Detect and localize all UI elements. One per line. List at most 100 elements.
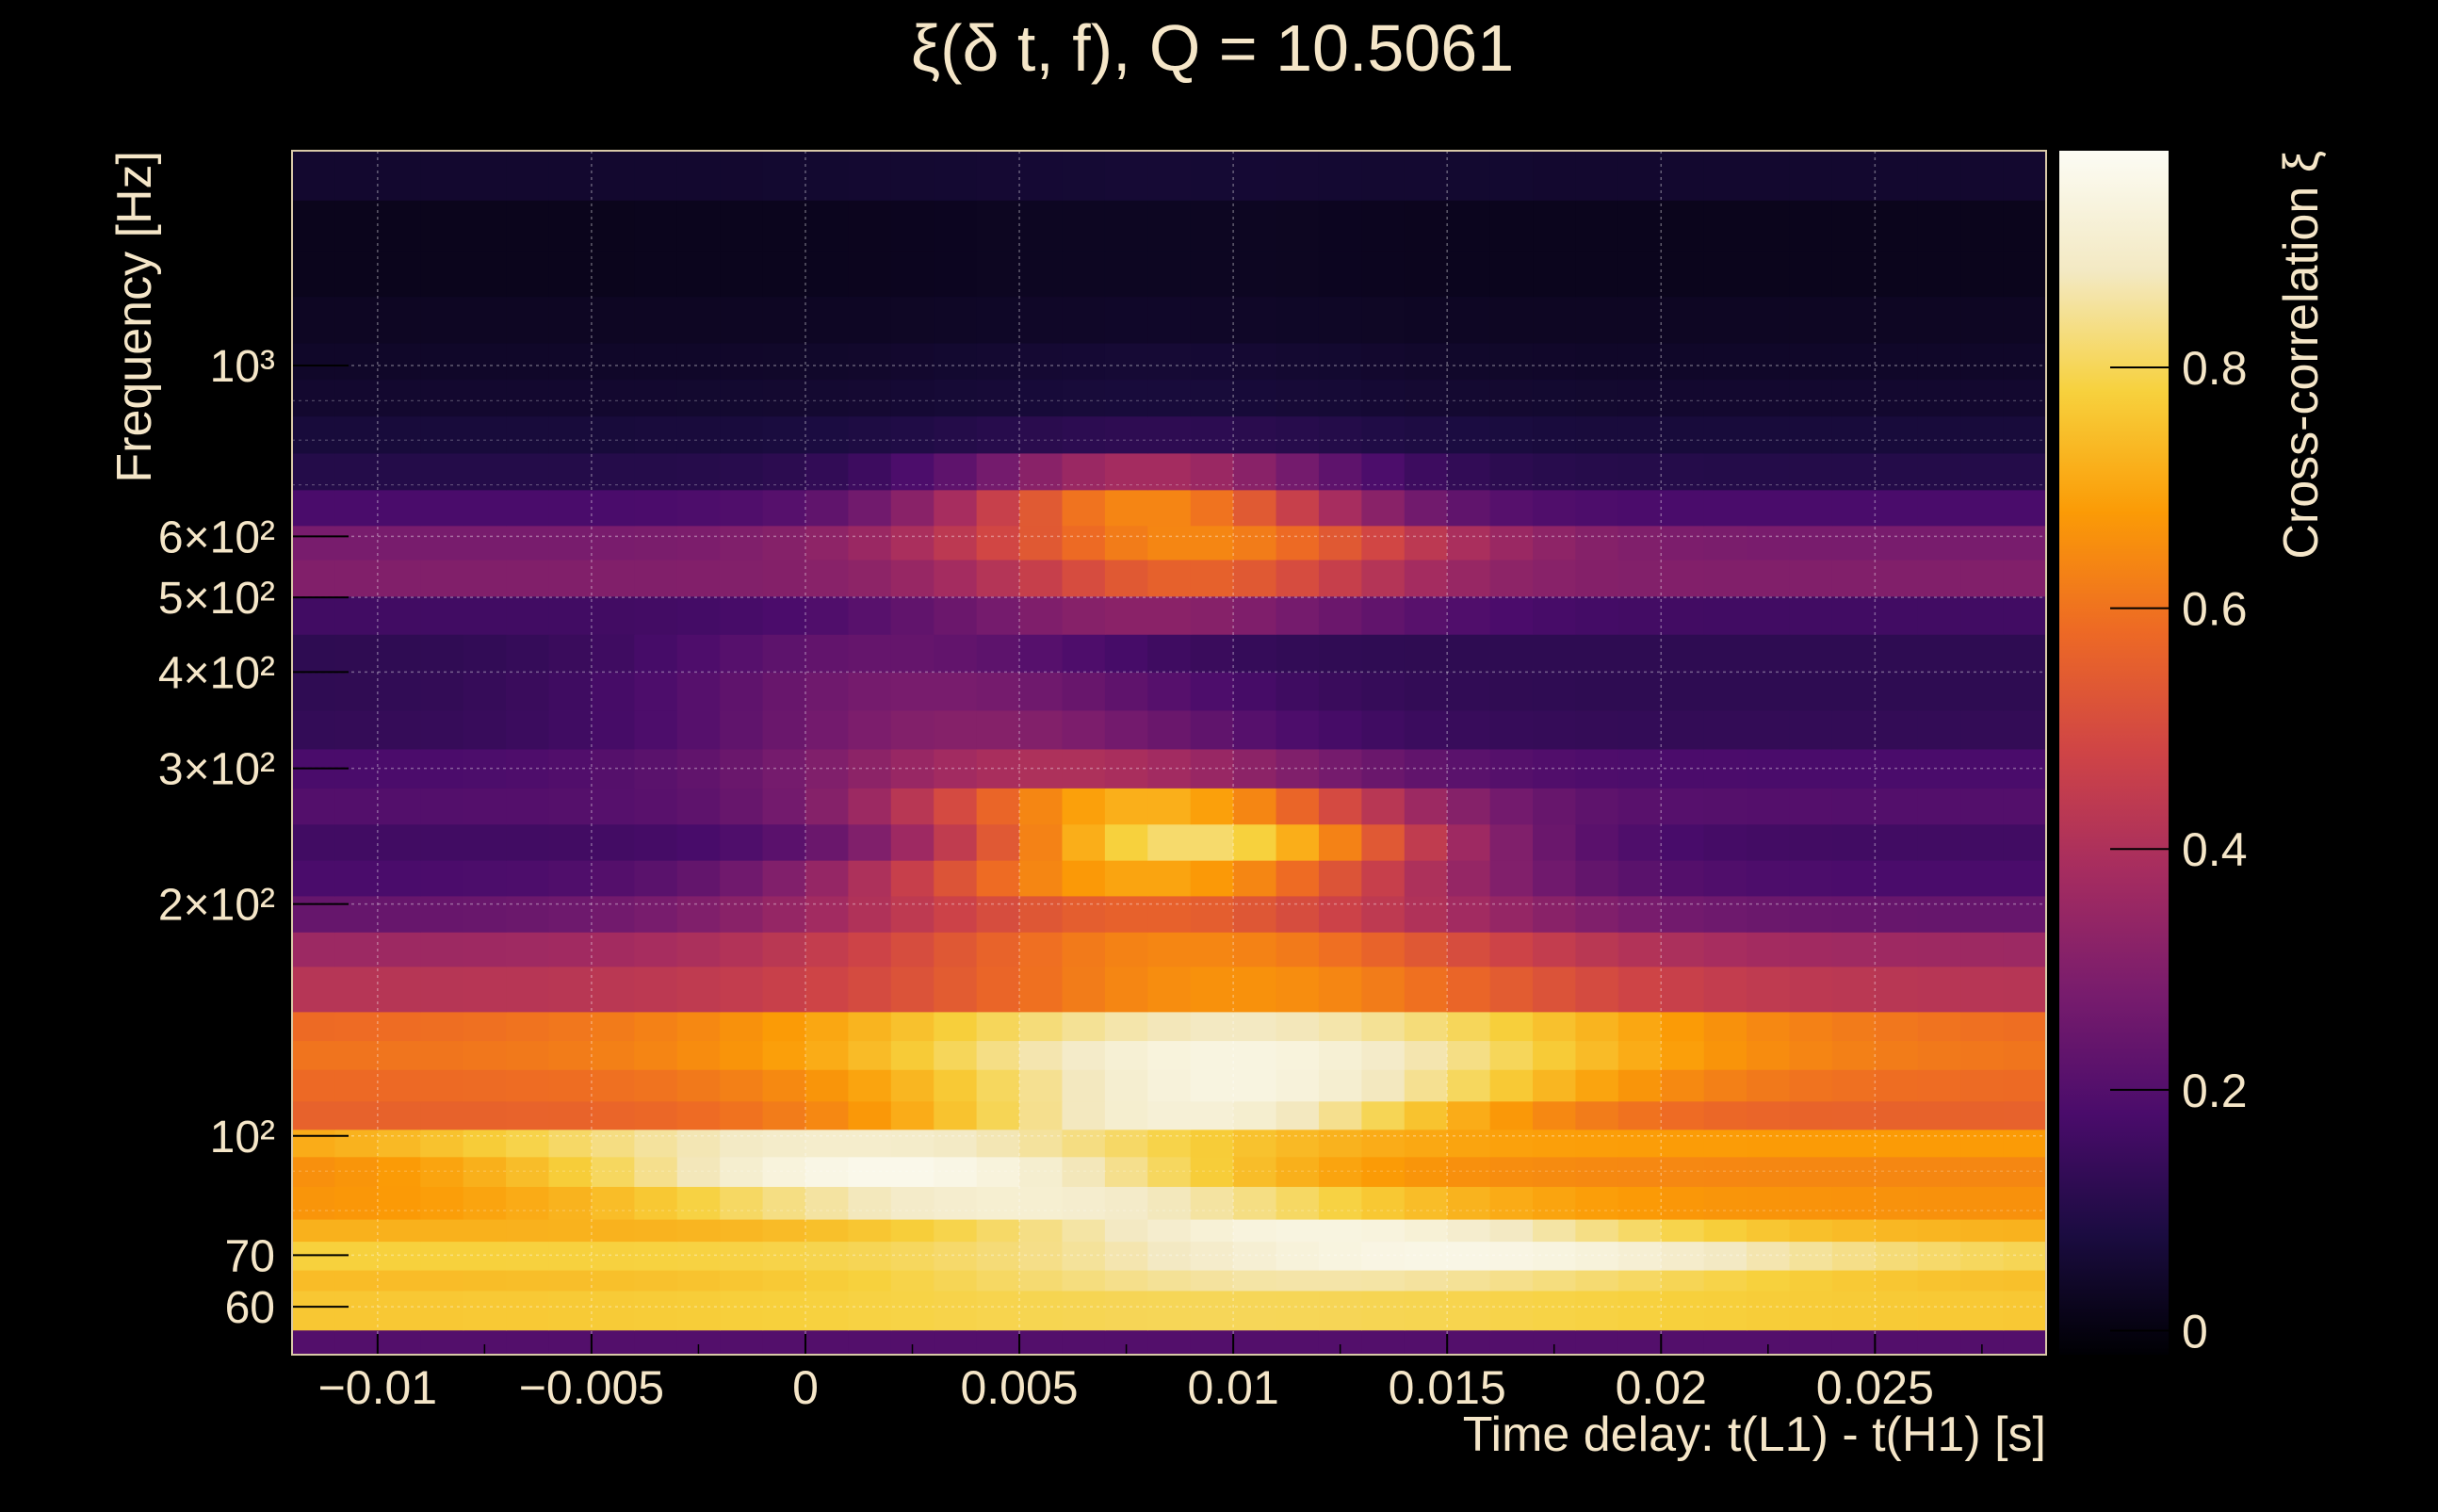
heatmap-cell	[890, 1069, 935, 1102]
heatmap-cell	[762, 595, 806, 635]
heatmap-cell	[720, 200, 764, 252]
heatmap-cell	[1917, 932, 1961, 967]
heatmap-cell	[1703, 1156, 1747, 1187]
heatmap-cell	[1917, 151, 1961, 201]
heatmap-cell	[334, 1129, 379, 1158]
heatmap-cell	[1661, 1040, 1705, 1070]
heatmap-cell	[1575, 966, 1619, 1013]
heatmap-cell	[506, 1269, 550, 1292]
heatmap-cell	[2003, 966, 2047, 1013]
heatmap-cell	[1747, 1156, 1791, 1187]
heatmap-cell	[2003, 595, 2047, 635]
heatmap-cell	[1276, 709, 1320, 750]
heatmap-cell	[1789, 1290, 1833, 1331]
heatmap-cell	[1318, 415, 1362, 454]
heatmap-cell	[1960, 1156, 2005, 1187]
heatmap-cell	[1747, 823, 1791, 861]
heatmap-cell	[1447, 860, 1491, 897]
heatmap-cell	[334, 860, 379, 897]
heatmap-cell	[934, 1040, 978, 1070]
heatmap-cell	[1661, 860, 1705, 897]
heatmap-cell	[548, 1241, 593, 1271]
heatmap-cell	[292, 823, 336, 861]
heatmap-cell	[890, 1186, 935, 1220]
heatmap-cell	[1747, 342, 1791, 381]
heatmap-cell	[334, 489, 379, 527]
heatmap-cell	[1875, 415, 1919, 454]
heatmap-cell	[1789, 1069, 1833, 1102]
heatmap-cell	[1147, 1156, 1192, 1187]
heatmap-cell	[1147, 200, 1192, 252]
heatmap-cell	[2003, 559, 2047, 597]
heatmap-cell	[420, 966, 464, 1013]
heatmap-cell	[548, 200, 593, 252]
heatmap-cell	[1104, 895, 1148, 933]
heatmap-cell	[1147, 634, 1192, 673]
heatmap-cell	[1062, 1186, 1106, 1220]
heatmap-cell	[634, 1241, 678, 1271]
heatmap-cell	[634, 895, 678, 933]
heatmap-cell	[1917, 823, 1961, 861]
heatmap-cell	[848, 342, 892, 381]
heatmap-cell	[1789, 525, 1833, 561]
heatmap-cell	[591, 1269, 635, 1292]
heatmap-cell	[1190, 379, 1234, 417]
heatmap-cell	[1489, 932, 1534, 967]
heatmap-cell	[762, 1186, 806, 1220]
heatmap-cell	[1747, 250, 1791, 298]
heatmap-cell	[976, 1290, 1020, 1331]
heatmap-cell	[1062, 1329, 1106, 1356]
heatmap-cell	[420, 296, 464, 344]
heatmap-cell	[848, 672, 892, 711]
heatmap-cell	[1917, 379, 1961, 417]
heatmap-cell	[1447, 1290, 1491, 1331]
heatmap-cell	[463, 559, 507, 597]
heatmap-cell	[1617, 895, 1662, 933]
heatmap-cell	[1404, 1290, 1448, 1331]
heatmap-cell	[1276, 1011, 1320, 1042]
heatmap-cell	[1361, 748, 1406, 789]
heatmap-cell	[1703, 200, 1747, 252]
heatmap-cell	[377, 1040, 421, 1070]
colorbar-label: Cross-correlation ξ	[2274, 151, 2329, 560]
heatmap-cell	[1190, 1186, 1234, 1220]
heatmap-cell	[1147, 709, 1192, 750]
heatmap-cell	[506, 151, 550, 201]
heatmap-cell	[976, 200, 1020, 252]
heatmap-cell	[762, 1100, 806, 1130]
heatmap-cell	[1489, 250, 1534, 298]
heatmap-cell	[1404, 379, 1448, 417]
heatmap-cell	[1318, 823, 1362, 861]
heatmap-cell	[1617, 823, 1662, 861]
heatmap-cell	[1575, 709, 1619, 750]
heatmap-cell	[377, 895, 421, 933]
heatmap-cell	[1318, 1241, 1362, 1271]
heatmap-cell	[463, 489, 507, 527]
heatmap-cell	[591, 860, 635, 897]
heatmap-cell	[334, 788, 379, 825]
heatmap-cell	[1147, 1069, 1192, 1102]
heatmap-cell	[1703, 1100, 1747, 1130]
heatmap-cell	[1147, 1100, 1192, 1130]
heatmap-cell	[1276, 672, 1320, 711]
heatmap-cell	[548, 525, 593, 561]
heatmap-cell	[720, 1241, 764, 1271]
heatmap-cell	[1575, 672, 1619, 711]
heatmap-cell	[1875, 559, 1919, 597]
heatmap-cell	[548, 415, 593, 454]
heatmap-cell	[1661, 200, 1705, 252]
heatmap-cell	[805, 250, 849, 298]
heatmap-cell	[1019, 200, 1064, 252]
heatmap-cell	[1960, 634, 2005, 673]
heatmap-cell	[377, 1156, 421, 1187]
heatmap-cell	[848, 1040, 892, 1070]
heatmap-cell	[890, 1269, 935, 1292]
heatmap-cell	[1233, 250, 1277, 298]
heatmap-cell	[1617, 1241, 1662, 1271]
heatmap-cell	[1789, 788, 1833, 825]
heatmap-cell	[1703, 379, 1747, 417]
heatmap-cell	[762, 342, 806, 381]
heatmap-cell	[420, 1241, 464, 1271]
colorbar-tick-label: 0.8	[2182, 342, 2248, 395]
heatmap-cell	[506, 1100, 550, 1130]
